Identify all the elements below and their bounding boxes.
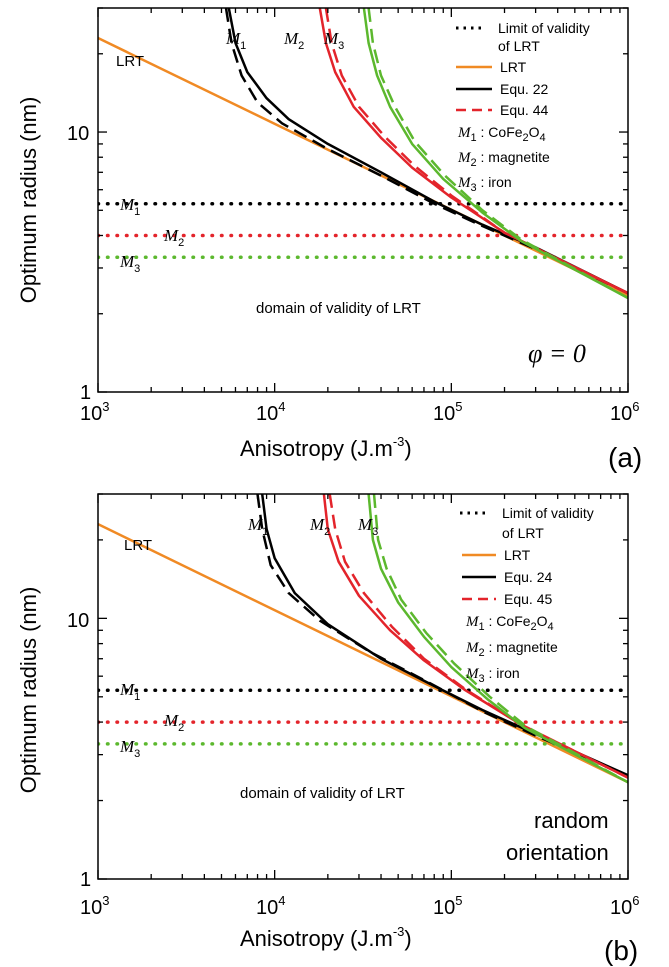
panel-b-xtick-1: 103: [80, 893, 109, 919]
panel-a-legend: Limit of validity of LRT LRT Equ. 22 Equ…: [456, 20, 590, 194]
panel-b-condition-2: orientation: [506, 840, 609, 865]
panel-a-ytick-1: 1: [80, 382, 91, 404]
panel-a-curve-label-m2: M2: [283, 29, 304, 52]
panel-b-legend-eq2: Equ. 45: [504, 591, 552, 607]
panel-a-limit-label-m3: M3: [119, 252, 140, 275]
panel-b-ytick-1: 1: [80, 869, 91, 891]
panel-b-limit-label-m3: M3: [119, 737, 140, 760]
panel-a-legend-m2: M2 : magnetite: [457, 149, 550, 169]
panel-b-series-lrt: [98, 522, 628, 784]
panel-a-limit-label-m2: M2: [163, 226, 184, 249]
panel-b-curve-label-m2: M2: [309, 515, 330, 538]
panel-b-curve-label-m1: M1: [247, 515, 268, 538]
panel-a-legend-limit-2: of LRT: [498, 38, 540, 54]
panel-b-series-equ-45-m3: [372, 494, 628, 784]
panel-b: 103 104 105 106 1 10 Anisotropy (J.m-3) …: [16, 493, 639, 966]
panel-a-limit-label-m1: M1: [119, 195, 140, 218]
panel-b-xtick-2: 104: [256, 893, 285, 919]
panel-a-series-equ-22-m3: [362, 8, 628, 300]
panel-a-xtick-3: 105: [433, 399, 462, 425]
panel-a-legend-limit: Limit of validity: [498, 20, 590, 36]
panel-a-domain-annotation: domain of validity of LRT: [256, 300, 421, 317]
panel-a-condition: φ = 0: [528, 339, 586, 368]
panel-b-legend-limit-2: of LRT: [502, 525, 544, 541]
panel-a-legend-eq1: Equ. 22: [500, 81, 548, 97]
panel-a-ytick-10: 10: [67, 123, 89, 145]
panel-b-legend-limit: Limit of validity: [502, 505, 594, 521]
panel-a-xtick-2: 104: [256, 399, 285, 425]
panel-a-series-equ-44-m3: [367, 8, 628, 300]
panel-a-series-equ-44-m1: [224, 8, 628, 295]
panel-a-curve-label-m1: M1: [225, 29, 246, 52]
panel-a-series-equ-22-m1: [227, 8, 628, 295]
panel-a-curve-label-m3: M3: [323, 29, 344, 52]
panel-b-series-equ-45-m2: [328, 494, 628, 779]
panel-a-xtick-1: 103: [80, 399, 109, 425]
panel-a-plot-area: [98, 8, 628, 300]
panel-a-ticks: [97, 7, 629, 393]
panel-b-legend-m1: M1 : CoFe2O4: [465, 613, 554, 633]
panel-a-legend-lrt: LRT: [500, 59, 527, 75]
panel-a-legend-eq2: Equ. 44: [500, 102, 548, 118]
panel-a-series-lrt: [98, 36, 628, 297]
panel-b-xtick-3: 105: [433, 893, 462, 919]
panel-a-series-equ-22-m2: [318, 8, 628, 295]
panel-b-legend-eq1: Equ. 24: [504, 569, 552, 585]
panel-b-xlabel: Anisotropy (J.m-3): [240, 924, 412, 951]
panel-b-legend: Limit of validity of LRT LRT Equ. 24 Equ…: [460, 505, 594, 685]
panel-b-lrt-label: LRT: [124, 537, 152, 554]
panel-a-xlabel: Anisotropy (J.m-3): [240, 434, 412, 461]
panel-b-id: (b): [604, 935, 638, 966]
panel-a-legend-m3: M3 : iron: [457, 174, 512, 194]
panel-a-id: (a): [608, 442, 642, 473]
panel-a-xtick-4: 106: [610, 399, 639, 425]
panel-a-series-equ-44-m2: [324, 8, 628, 295]
panel-b-limit-label-m2: M2: [163, 711, 184, 734]
panel-b-series-equ-24-m2: [322, 494, 628, 779]
panel-b-xtick-4: 106: [610, 893, 639, 919]
panel-a: 103 104 105 106 1 10 Anisotropy (J.m-3) …: [16, 7, 642, 473]
panel-b-condition-1: random: [534, 808, 609, 833]
panel-a-lrt-label: LRT: [116, 53, 144, 70]
panel-b-series-equ-24-m1: [260, 494, 628, 777]
panel-b-series-equ-45-m1: [256, 494, 628, 777]
panel-b-series-equ-24-m3: [367, 494, 628, 784]
panel-b-domain-annotation: domain of validity of LRT: [240, 785, 405, 802]
panel-b-limit-label-m1: M1: [119, 680, 140, 703]
panel-b-legend-m3: M3 : iron: [465, 665, 520, 685]
panel-b-ylabel: Optimum radius (nm): [16, 587, 41, 794]
panel-a-legend-m1: M1 : CoFe2O4: [457, 124, 546, 144]
panel-b-legend-lrt: LRT: [504, 547, 531, 563]
panel-b-plot-area: [98, 494, 628, 784]
panel-b-ytick-10: 10: [67, 610, 89, 632]
panel-b-curve-label-m3: M3: [357, 515, 378, 538]
panel-b-legend-m2: M2 : magnetite: [465, 639, 558, 659]
panel-a-ylabel: Optimum radius (nm): [16, 97, 41, 304]
panel-b-ticks: [97, 493, 629, 880]
panel-a-frame: [97, 7, 629, 393]
panel-b-frame: [97, 493, 629, 880]
